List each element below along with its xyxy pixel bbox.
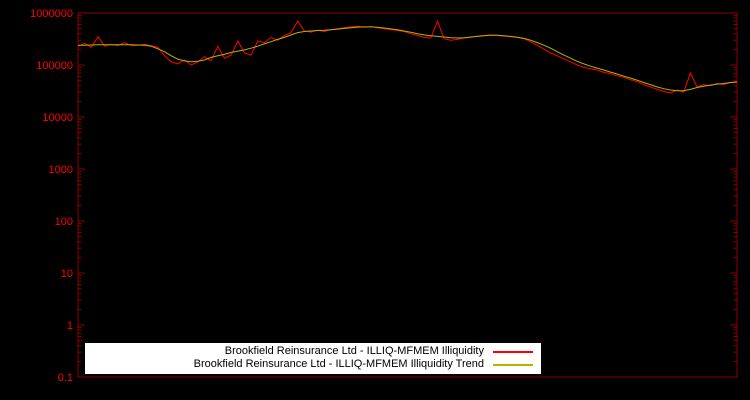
- y-axis-tick-label: 100000: [36, 60, 73, 72]
- illiquidity-line: [77, 19, 738, 94]
- y-axis-tick-label: 100: [55, 216, 73, 228]
- legend-entry-trend: Brookfield Reinsurance Ltd - ILLIQ-MFMEM…: [93, 358, 533, 371]
- legend-label-trend: Brookfield Reinsurance Ltd - ILLIQ-MFMEM…: [193, 358, 484, 370]
- y-axis-tick-label: 10: [61, 268, 73, 280]
- legend-line-sample-illiquidity: [493, 350, 533, 353]
- y-axis-tick-label: 1000000: [30, 8, 73, 20]
- axis-frame: [77, 12, 738, 378]
- chart-legend: Brookfield Reinsurance Ltd - ILLIQ-MFMEM…: [85, 343, 541, 374]
- y-axis-tick-label: 0.1: [58, 372, 73, 384]
- y-axis-tick-label: 10000: [42, 112, 73, 124]
- legend-label-illiquidity: Brookfield Reinsurance Ltd - ILLIQ-MFMEM…: [224, 345, 484, 357]
- y-axis-tick-label: 1000: [49, 164, 73, 176]
- trend-line: [78, 26, 738, 92]
- legend-line-sample-trend: [493, 363, 533, 366]
- legend-entry-illiquidity: Brookfield Reinsurance Ltd - ILLIQ-MFMEM…: [93, 345, 533, 358]
- y-axis-tick-label: 1: [67, 320, 73, 332]
